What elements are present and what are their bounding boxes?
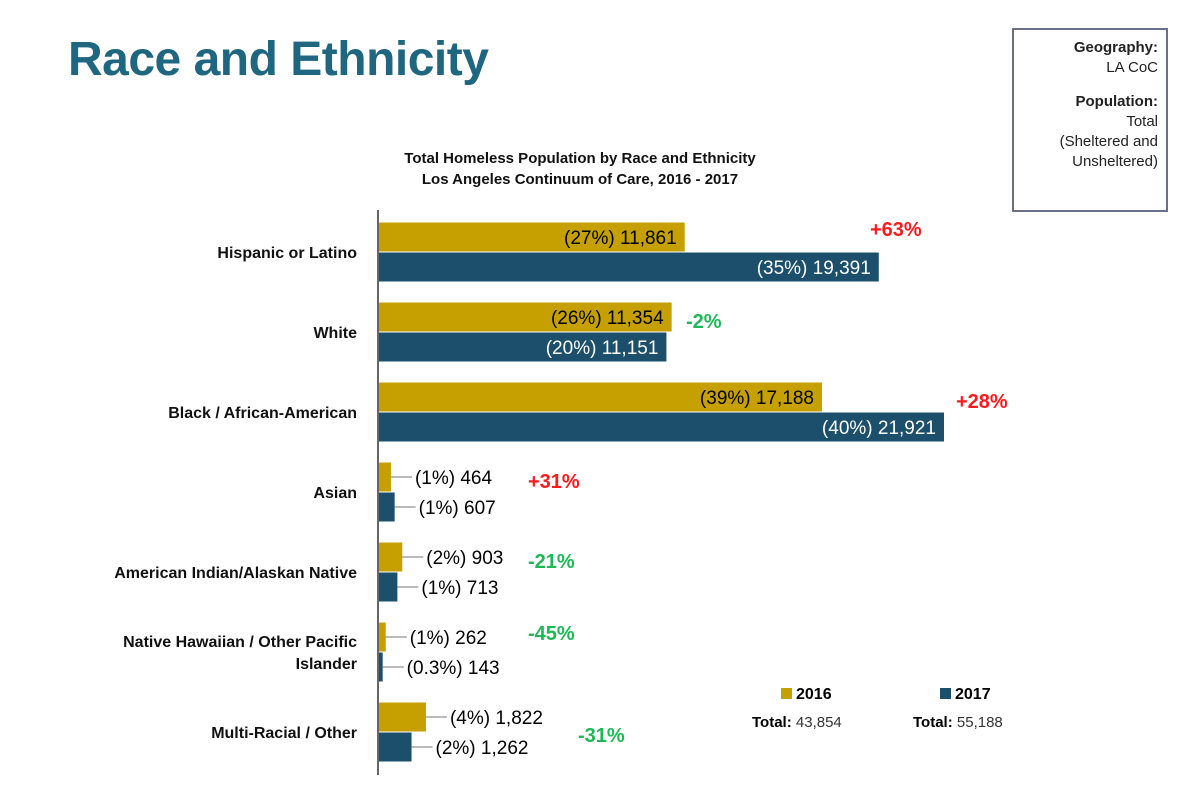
data-label-2017: (40%) 21,921	[822, 418, 936, 439]
data-label-2016: (2%) 903	[426, 548, 503, 569]
category-label-line: Islander	[296, 656, 357, 673]
legend-item-2017: 2017	[940, 686, 991, 704]
category-label-line: Native Hawaiian / Other Pacific	[123, 634, 357, 651]
data-label-2016: (1%) 464	[415, 468, 493, 489]
bar-2017	[379, 732, 412, 762]
population-value-line3: Unsheltered)	[1072, 153, 1158, 170]
change-label: +63%	[870, 219, 922, 241]
bar-2016	[379, 302, 672, 332]
category-label-line: Asian	[313, 485, 357, 502]
population-value-line1: Total	[1126, 113, 1158, 130]
bar-2016	[379, 382, 823, 412]
data-label-2017: (1%) 607	[419, 498, 496, 519]
category-label: Multi-Racial / Other	[211, 725, 357, 742]
data-label-2016: (26%) 11,354	[551, 308, 664, 329]
change-label: -21%	[528, 551, 575, 573]
chart-title: Total Homeless Population by Race and Et…	[330, 148, 830, 190]
change-label: -45%	[528, 623, 575, 645]
data-label-2017: (35%) 19,391	[757, 258, 871, 279]
total-2017-value: 55,188	[956, 714, 1003, 731]
data-label-2017: (2%) 1,262	[436, 738, 529, 759]
chart-title-line2: Los Angeles Continuum of Care, 2016 - 20…	[421, 171, 739, 188]
bar-2016	[379, 542, 403, 572]
bar-2016	[379, 622, 386, 652]
category-label-line: White	[313, 325, 357, 342]
bar-2017	[379, 412, 944, 442]
data-label-2017: (20%) 11,151	[546, 338, 659, 359]
change-label: +31%	[528, 471, 580, 493]
change-label: -31%	[578, 725, 625, 747]
bar-2017	[379, 492, 395, 522]
bar-2017	[379, 252, 879, 282]
bar-2017	[379, 332, 667, 362]
total-2016: Total: 43,854	[752, 714, 842, 731]
change-label: -2%	[686, 311, 722, 333]
data-label-2016: (4%) 1,822	[450, 708, 543, 729]
legend-label-2017: 2017	[955, 686, 991, 703]
total-2017-label: Total:	[913, 714, 953, 731]
category-label: Native Hawaiian / Other Pacific Islander	[123, 634, 357, 673]
bar-2016	[379, 222, 685, 252]
info-box: Geography: LA CoC Population: Total (She…	[1012, 28, 1168, 212]
legend-swatch-2016	[781, 688, 792, 699]
page-title: Race and Ethnicity	[68, 33, 489, 86]
total-2016-label: Total:	[752, 714, 792, 731]
geography-label: Geography:	[1073, 39, 1158, 56]
legend-item-2016: 2016	[781, 686, 832, 704]
population-value-line2: (Sheltered and	[1059, 133, 1158, 150]
change-label: +28%	[956, 391, 1008, 413]
geography-value: LA CoC	[1106, 59, 1158, 76]
category-label: White	[313, 325, 357, 342]
category-label: Hispanic or Latino	[217, 245, 357, 262]
category-label-line: Black / African-American	[168, 405, 357, 422]
category-label-line: Multi-Racial / Other	[211, 725, 357, 742]
category-label-line: Hispanic or Latino	[217, 245, 357, 262]
data-label-2016: (1%) 262	[410, 628, 487, 649]
category-label: Asian	[313, 485, 357, 502]
data-label-2016: (27%) 11,861	[564, 228, 677, 249]
bar-2016	[379, 462, 391, 492]
bar-2017	[379, 652, 383, 682]
data-label-2017: (1%) 713	[421, 578, 498, 599]
bar-2016	[379, 702, 426, 732]
data-label-2016: (39%) 17,188	[700, 388, 814, 409]
population-label: Population:	[1075, 93, 1159, 110]
category-label: American Indian/Alaskan Native	[114, 565, 357, 582]
chart-title-line1: Total Homeless Population by Race and Et…	[404, 150, 756, 167]
legend-swatch-2017	[940, 688, 951, 699]
total-2017: Total: 55,188	[913, 714, 1003, 731]
category-label-line: American Indian/Alaskan Native	[114, 565, 357, 582]
legend-label-2016: 2016	[796, 686, 832, 703]
bar-2017	[379, 572, 398, 602]
category-label: Black / African-American	[168, 405, 357, 422]
data-label-2017: (0.3%) 143	[407, 658, 500, 679]
total-2016-value: 43,854	[795, 714, 842, 731]
